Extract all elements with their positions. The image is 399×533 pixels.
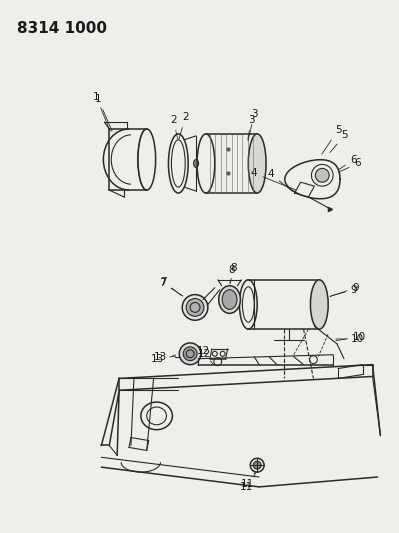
Text: 1: 1 bbox=[95, 94, 112, 131]
Text: 2: 2 bbox=[170, 115, 178, 139]
Ellipse shape bbox=[253, 461, 261, 469]
Text: 13: 13 bbox=[151, 354, 176, 364]
Text: 6: 6 bbox=[339, 158, 361, 172]
Text: 5: 5 bbox=[330, 130, 348, 152]
Text: 9: 9 bbox=[331, 285, 357, 296]
Text: 11: 11 bbox=[240, 473, 256, 492]
Text: 13: 13 bbox=[154, 352, 176, 362]
Ellipse shape bbox=[315, 168, 329, 182]
Text: 10: 10 bbox=[336, 332, 366, 342]
Text: 1: 1 bbox=[93, 92, 110, 131]
Ellipse shape bbox=[219, 286, 241, 313]
Ellipse shape bbox=[182, 295, 208, 320]
Text: 12: 12 bbox=[198, 349, 213, 365]
Text: 9: 9 bbox=[330, 282, 359, 297]
Text: 3: 3 bbox=[248, 109, 257, 141]
Ellipse shape bbox=[186, 298, 204, 316]
Ellipse shape bbox=[183, 347, 197, 361]
Text: 8: 8 bbox=[228, 265, 235, 284]
Text: 2: 2 bbox=[179, 112, 188, 139]
Text: 10: 10 bbox=[336, 334, 364, 344]
Text: 3: 3 bbox=[248, 115, 255, 139]
Text: 7: 7 bbox=[159, 278, 183, 296]
Text: 8314 1000: 8314 1000 bbox=[17, 21, 107, 36]
Text: 11: 11 bbox=[241, 472, 256, 489]
Ellipse shape bbox=[248, 134, 266, 193]
Ellipse shape bbox=[310, 280, 328, 329]
Ellipse shape bbox=[194, 159, 199, 167]
Text: 6: 6 bbox=[338, 155, 357, 170]
Text: 8: 8 bbox=[230, 263, 237, 283]
Text: 5: 5 bbox=[322, 125, 342, 154]
Text: 12: 12 bbox=[196, 346, 213, 365]
Ellipse shape bbox=[179, 343, 201, 365]
Text: 4: 4 bbox=[268, 169, 292, 191]
Text: 7: 7 bbox=[160, 277, 182, 296]
Text: 4: 4 bbox=[251, 168, 296, 190]
Ellipse shape bbox=[222, 289, 237, 309]
